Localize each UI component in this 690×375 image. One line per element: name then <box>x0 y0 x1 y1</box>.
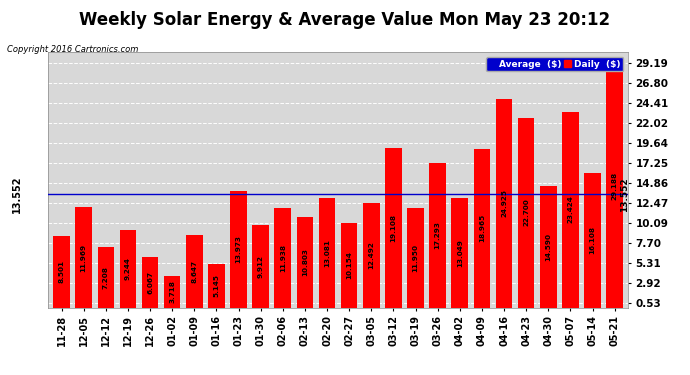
Bar <box>473 149 490 308</box>
Bar <box>429 163 446 308</box>
Bar <box>540 186 557 308</box>
Bar <box>141 257 159 307</box>
Bar <box>562 112 579 308</box>
Text: 11.938: 11.938 <box>279 244 286 272</box>
Text: Copyright 2016 Cartronics.com: Copyright 2016 Cartronics.com <box>7 45 138 54</box>
Text: 13.552: 13.552 <box>12 176 22 213</box>
Text: 7.208: 7.208 <box>103 266 109 289</box>
Text: 9.244: 9.244 <box>125 257 131 280</box>
Text: 9.912: 9.912 <box>257 255 264 278</box>
Bar <box>53 236 70 308</box>
Text: 18.965: 18.965 <box>479 214 485 242</box>
Text: 12.492: 12.492 <box>368 242 374 269</box>
Text: 10.154: 10.154 <box>346 251 352 279</box>
Bar <box>385 148 402 308</box>
Text: 11.950: 11.950 <box>413 243 419 272</box>
Bar <box>275 208 291 308</box>
Bar <box>607 63 623 308</box>
Text: 13.973: 13.973 <box>235 235 242 263</box>
Text: 11.969: 11.969 <box>81 243 87 272</box>
Bar <box>495 99 512 308</box>
Bar <box>584 173 601 308</box>
Text: 14.590: 14.590 <box>545 232 551 261</box>
Text: 5.145: 5.145 <box>213 274 219 297</box>
Bar <box>164 276 181 308</box>
Text: 16.108: 16.108 <box>589 226 595 254</box>
Bar <box>186 235 203 308</box>
Bar <box>253 225 269 308</box>
Text: 23.424: 23.424 <box>567 196 573 223</box>
Text: 24.925: 24.925 <box>501 189 507 217</box>
Text: 13.081: 13.081 <box>324 239 330 267</box>
Bar <box>407 208 424 308</box>
Legend: Average  ($), Daily  ($): Average ($), Daily ($) <box>486 57 623 71</box>
Bar <box>119 230 136 308</box>
Bar <box>75 207 92 308</box>
Text: 3.718: 3.718 <box>169 280 175 303</box>
Bar <box>297 217 313 308</box>
Text: 8.647: 8.647 <box>191 260 197 283</box>
Text: 8.501: 8.501 <box>59 261 65 284</box>
Bar <box>363 203 380 308</box>
Bar <box>319 198 335 308</box>
Text: 6.067: 6.067 <box>147 271 153 294</box>
Bar <box>230 190 247 308</box>
Text: 13.552: 13.552 <box>620 177 629 212</box>
Text: 13.049: 13.049 <box>457 239 463 267</box>
Bar <box>208 264 225 308</box>
Text: 17.293: 17.293 <box>435 221 441 249</box>
Text: 19.108: 19.108 <box>391 214 397 242</box>
Bar <box>341 223 357 308</box>
Bar <box>97 247 114 308</box>
Text: 22.700: 22.700 <box>523 199 529 226</box>
Text: 10.803: 10.803 <box>302 248 308 276</box>
Bar <box>518 118 535 308</box>
Bar <box>451 198 468 308</box>
Text: Weekly Solar Energy & Average Value Mon May 23 20:12: Weekly Solar Energy & Average Value Mon … <box>79 11 611 29</box>
Text: 29.188: 29.188 <box>611 171 618 200</box>
